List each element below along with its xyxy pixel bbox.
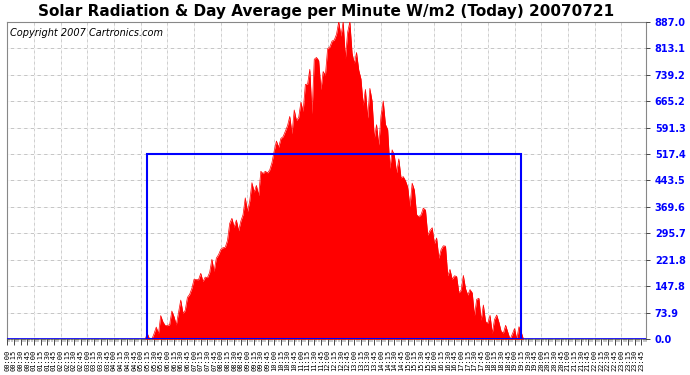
Title: Solar Radiation & Day Average per Minute W/m2 (Today) 20070721: Solar Radiation & Day Average per Minute… (39, 4, 615, 19)
Text: Copyright 2007 Cartronics.com: Copyright 2007 Cartronics.com (10, 28, 164, 38)
Bar (148, 154, 521, 339)
